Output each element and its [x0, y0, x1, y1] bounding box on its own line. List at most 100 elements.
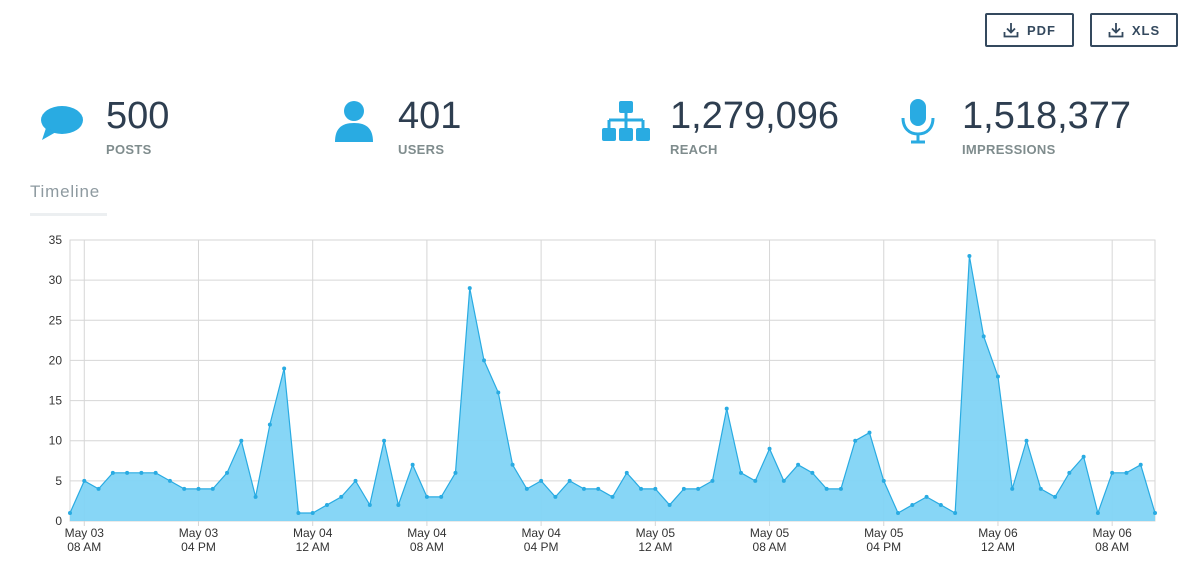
- data-point[interactable]: [667, 502, 672, 507]
- x-tick-label-date: May 03: [179, 526, 219, 540]
- y-tick-label: 0: [55, 514, 62, 528]
- y-tick-label: 15: [49, 394, 63, 408]
- data-point[interactable]: [653, 486, 658, 491]
- data-point[interactable]: [995, 374, 1000, 379]
- data-point[interactable]: [910, 502, 915, 507]
- x-tick-label-time: 08 AM: [410, 540, 444, 554]
- data-point[interactable]: [610, 494, 615, 499]
- data-point[interactable]: [967, 254, 972, 259]
- timeline-underline: [30, 213, 107, 216]
- data-point[interactable]: [82, 478, 87, 483]
- data-point[interactable]: [467, 286, 472, 291]
- data-point[interactable]: [182, 486, 187, 491]
- data-point[interactable]: [68, 510, 72, 515]
- data-point[interactable]: [439, 494, 444, 499]
- data-point[interactable]: [253, 494, 258, 499]
- data-point[interactable]: [710, 478, 715, 483]
- data-point[interactable]: [867, 430, 872, 435]
- data-point[interactable]: [96, 486, 101, 491]
- x-tick-label-time: 08 AM: [67, 540, 101, 554]
- data-point[interactable]: [781, 478, 786, 483]
- data-point[interactable]: [353, 478, 358, 483]
- data-point[interactable]: [1010, 486, 1015, 491]
- data-point[interactable]: [1138, 462, 1143, 467]
- data-point[interactable]: [767, 446, 772, 451]
- x-tick-label-date: May 04: [521, 526, 561, 540]
- stat-users-value: 401: [398, 95, 462, 137]
- data-point[interactable]: [1053, 494, 1058, 499]
- data-point[interactable]: [1067, 470, 1072, 475]
- pdf-button[interactable]: PDF: [985, 13, 1074, 47]
- data-point[interactable]: [524, 486, 529, 491]
- data-point[interactable]: [382, 438, 387, 443]
- data-point[interactable]: [838, 486, 843, 491]
- data-point[interactable]: [296, 510, 301, 515]
- data-point[interactable]: [824, 486, 829, 491]
- x-tick-label-date: May 05: [636, 526, 676, 540]
- data-point[interactable]: [410, 462, 415, 467]
- data-point[interactable]: [1038, 486, 1043, 491]
- data-point[interactable]: [424, 494, 429, 499]
- data-point[interactable]: [581, 486, 586, 491]
- data-point[interactable]: [125, 470, 130, 475]
- data-point[interactable]: [681, 486, 686, 491]
- x-tick-label-time: 04 PM: [866, 540, 901, 554]
- data-point[interactable]: [1095, 510, 1100, 515]
- data-point[interactable]: [482, 358, 487, 363]
- stat-impressions: 1,518,377 IMPRESSIONS: [900, 94, 1160, 164]
- stat-users: 401 USERS: [334, 94, 534, 164]
- y-tick-label: 20: [49, 353, 63, 367]
- data-point[interactable]: [1024, 438, 1029, 443]
- data-point[interactable]: [639, 486, 644, 491]
- y-tick-label: 5: [55, 474, 62, 488]
- data-point[interactable]: [110, 470, 115, 475]
- data-point[interactable]: [753, 478, 758, 483]
- data-point[interactable]: [896, 510, 901, 515]
- data-point[interactable]: [853, 438, 858, 443]
- data-point[interactable]: [496, 390, 501, 395]
- data-point[interactable]: [1124, 470, 1129, 475]
- data-point[interactable]: [396, 502, 401, 507]
- data-point[interactable]: [624, 470, 629, 475]
- data-point[interactable]: [1081, 454, 1086, 459]
- data-point[interactable]: [339, 494, 344, 499]
- x-tick-label-date: May 06: [1092, 526, 1132, 540]
- data-point[interactable]: [1110, 470, 1115, 475]
- data-point[interactable]: [139, 470, 144, 475]
- data-point[interactable]: [810, 470, 815, 475]
- x-tick-label-date: May 06: [978, 526, 1018, 540]
- data-point[interactable]: [310, 510, 315, 515]
- data-point[interactable]: [981, 334, 986, 339]
- data-point[interactable]: [796, 462, 801, 467]
- data-point[interactable]: [553, 494, 558, 499]
- data-point[interactable]: [724, 406, 729, 411]
- data-point[interactable]: [225, 470, 230, 475]
- data-point[interactable]: [324, 502, 329, 507]
- data-point[interactable]: [953, 510, 958, 515]
- data-point[interactable]: [282, 366, 287, 371]
- data-point[interactable]: [210, 486, 215, 491]
- data-point[interactable]: [196, 486, 201, 491]
- data-point[interactable]: [738, 470, 743, 475]
- data-point[interactable]: [696, 486, 701, 491]
- data-point[interactable]: [938, 502, 943, 507]
- data-point[interactable]: [596, 486, 601, 491]
- data-point[interactable]: [367, 502, 372, 507]
- data-point[interactable]: [510, 462, 515, 467]
- data-point[interactable]: [453, 470, 458, 475]
- data-point[interactable]: [153, 470, 158, 475]
- stat-posts-value: 500: [106, 95, 170, 137]
- stat-posts-label: POSTS: [106, 142, 152, 157]
- sitemap-icon: [602, 101, 650, 141]
- xls-button[interactable]: XLS: [1090, 13, 1178, 47]
- data-point[interactable]: [167, 478, 172, 483]
- data-point[interactable]: [881, 478, 886, 483]
- x-tick-label-date: May 04: [407, 526, 447, 540]
- data-point[interactable]: [1153, 510, 1157, 515]
- data-point[interactable]: [239, 438, 244, 443]
- data-point[interactable]: [267, 422, 272, 427]
- data-point[interactable]: [539, 478, 544, 483]
- data-point[interactable]: [567, 478, 572, 483]
- data-point[interactable]: [924, 494, 929, 499]
